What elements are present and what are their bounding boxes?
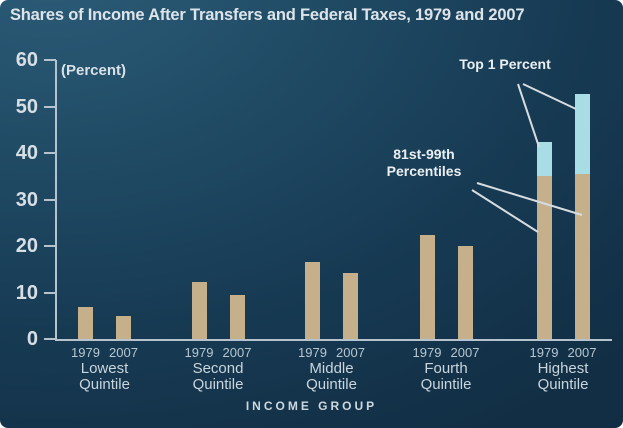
bar-segment-quintile-2007-group4 bbox=[574, 174, 590, 339]
x-axis-line bbox=[55, 339, 612, 341]
y-axis-line bbox=[55, 60, 57, 341]
group-label-second: Second Quintile bbox=[163, 361, 273, 393]
bar-segment-quintile-2007-group0 bbox=[116, 316, 131, 339]
year-label-1979-group2: 1979 bbox=[298, 345, 327, 360]
group-label-line: Lowest bbox=[80, 360, 129, 377]
group-label-line: Fourth bbox=[424, 360, 468, 377]
annotation-line: Top 1 Percent bbox=[459, 56, 551, 72]
y-tick-mark-40 bbox=[44, 152, 56, 154]
leader-line-top1 bbox=[517, 83, 540, 148]
year-label-2007-group1: 2007 bbox=[222, 345, 252, 360]
group-label-line: Quintile bbox=[192, 376, 244, 393]
year-label-2007-group4: 2007 bbox=[567, 345, 597, 360]
annotation-p8199: 81st-99th Percentiles bbox=[354, 146, 494, 180]
year-label-2007-group3: 2007 bbox=[450, 345, 480, 360]
bar-segment-top1-2007-group4 bbox=[574, 94, 590, 174]
group-label-line: Quintile bbox=[420, 376, 472, 393]
group-label-line: Second bbox=[192, 360, 244, 377]
year-label-2007-group2: 2007 bbox=[336, 345, 365, 360]
year-label-1979-group0: 1979 bbox=[71, 345, 100, 360]
group-label-line: Quintile bbox=[537, 376, 589, 393]
bar-segment-quintile-1979-group3 bbox=[419, 235, 435, 339]
bar-segment-quintile-1979-group1 bbox=[191, 282, 207, 339]
leader-line-p8199 bbox=[471, 189, 539, 233]
bar-segment-quintile-1979-group0 bbox=[78, 307, 93, 339]
year-label-1979-group1: 1979 bbox=[184, 345, 214, 360]
group-label-highest: Highest Quintile bbox=[508, 361, 618, 393]
annotation-line: 81st-99th bbox=[393, 146, 455, 162]
annotation-top1: Top 1 Percent bbox=[415, 56, 595, 73]
group-label-fourth: Fourth Quintile bbox=[391, 361, 501, 393]
bar-segment-quintile-2007-group1 bbox=[229, 295, 245, 339]
year-label-1979-group3: 1979 bbox=[412, 345, 442, 360]
y-tick-mark-20 bbox=[44, 245, 56, 247]
group-label-line: Quintile bbox=[79, 376, 130, 393]
group-label-middle: Middle Quintile bbox=[277, 361, 387, 393]
y-tick-mark-30 bbox=[44, 198, 56, 201]
leader-line-top1 bbox=[522, 83, 577, 110]
group-label-line: Highest bbox=[537, 360, 589, 377]
x-axis-title: INCOME GROUP bbox=[245, 399, 378, 413]
y-tick-label-30: 30 bbox=[15, 188, 38, 211]
year-label-1979-group4: 1979 bbox=[529, 345, 559, 360]
annotation-line: Percentiles bbox=[386, 163, 462, 179]
y-tick-label-10: 10 bbox=[15, 281, 38, 304]
y-tick-mark-0 bbox=[44, 338, 56, 340]
bar-segment-quintile-2007-group3 bbox=[457, 246, 473, 339]
group-label-line: Quintile bbox=[306, 376, 357, 393]
bar-segment-quintile-1979-group2 bbox=[305, 262, 320, 339]
y-tick-label-40: 40 bbox=[15, 142, 38, 164]
y-tick-label-50: 50 bbox=[15, 95, 38, 118]
year-label-2007-group0: 2007 bbox=[109, 345, 138, 360]
y-tick-mark-10 bbox=[44, 291, 56, 294]
y-axis-unit-label: (Percent) bbox=[61, 62, 127, 79]
y-tick-mark-60 bbox=[44, 59, 56, 61]
y-tick-label-60: 60 bbox=[15, 49, 38, 71]
y-tick-label-20: 20 bbox=[15, 235, 38, 257]
chart-title: Shares of Income After Transfers and Fed… bbox=[10, 6, 525, 24]
bar-segment-quintile-2007-group2 bbox=[343, 273, 358, 339]
y-tick-label-0: 0 bbox=[26, 328, 38, 350]
bar-segment-top1-1979-group4 bbox=[536, 142, 552, 176]
bar-segment-quintile-1979-group4 bbox=[536, 176, 552, 339]
group-label-lowest: Lowest Quintile bbox=[50, 361, 160, 393]
leader-line-p8199 bbox=[476, 182, 583, 216]
group-label-line: Middle bbox=[309, 360, 354, 377]
y-tick-mark-50 bbox=[44, 105, 56, 108]
